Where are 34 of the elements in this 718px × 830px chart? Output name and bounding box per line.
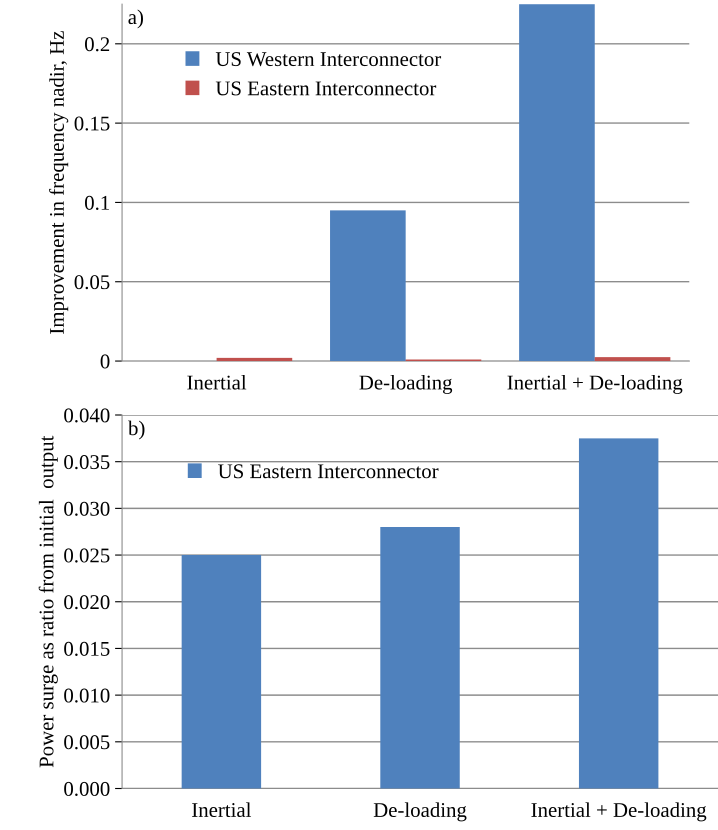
x-tick-label: De-loading — [359, 374, 452, 394]
x-tick-label: Inertial — [192, 802, 252, 818]
legend-label: US Eastern Interconnector — [218, 464, 438, 478]
y-tick-label: 0.010 — [64, 688, 110, 703]
x-tick-label: Inertial — [187, 374, 246, 390]
y-tick-label: 0.005 — [64, 735, 110, 750]
annotation: b) — [128, 420, 144, 440]
y-tick-label: 0.035 — [64, 455, 110, 470]
bar — [380, 527, 460, 788]
x-tick-label: Inertial + De-loading — [531, 802, 706, 822]
annotation: a) — [128, 10, 143, 28]
y-tick-label: 0.2 — [85, 37, 110, 52]
y-tick-label: 0.025 — [64, 548, 110, 563]
y-tick-label: 0.000 — [64, 782, 110, 796]
y-tick-label: 0.040 — [64, 408, 110, 423]
y-tick-label: 0.1 — [85, 196, 110, 210]
bar — [578, 438, 658, 788]
y-tick-label: 0.030 — [64, 502, 110, 516]
bar — [330, 210, 406, 362]
bar — [519, 4, 595, 362]
y-tick-label: 0.015 — [64, 642, 110, 656]
bar — [216, 358, 292, 362]
y-tick-label: 0 — [100, 354, 110, 368]
x-tick-label: De-loading — [374, 802, 466, 822]
legend-label: US Eastern Interconnector — [216, 81, 436, 96]
bar — [182, 555, 262, 788]
y-axis-title: Improvement in frequency nadir, Hz — [49, 31, 68, 334]
x-tick-label: Inertial + De-loading — [507, 374, 682, 394]
legend-label: US Western Interconnector — [216, 52, 442, 66]
y-tick-label: 0.05 — [74, 275, 110, 290]
bar — [594, 357, 670, 362]
y-tick-label: 0.15 — [74, 116, 110, 131]
y-axis-title: Power surge as ratio from initial output — [38, 436, 58, 768]
y-tick-label: 0.020 — [64, 595, 110, 610]
